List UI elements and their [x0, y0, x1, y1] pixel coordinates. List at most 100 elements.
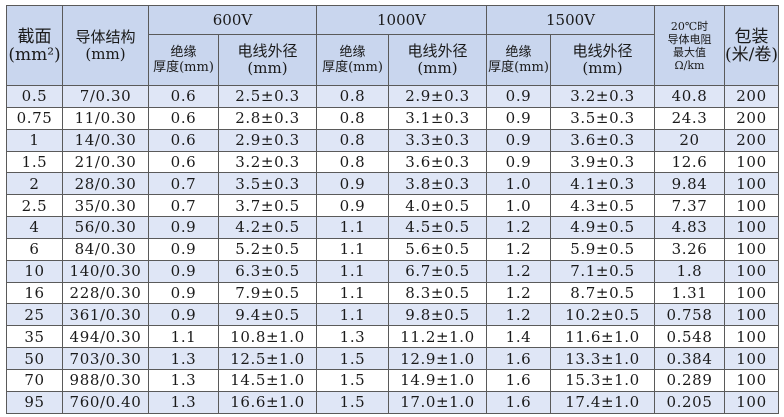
table-row: 95 760/0.40 1.3 16.6±1.0 1.5 17.0±1.0 1.6 17.4±… — [6, 390, 779, 414]
cell-thickness-1000v: 1.1 — [316, 237, 389, 261]
table-body: 0.5 7/0.30 0.6 2.5±0.3 0.8 2.9±0.3 0.9 3.2±0.3 4… — [6, 85, 779, 414]
cell-resistance: 1.8 — [654, 259, 725, 283]
cell-thickness-1000v: 1.1 — [316, 259, 389, 283]
cell-thickness-600v: 1.3 — [148, 347, 219, 370]
header-package: 包装 (米/卷) — [724, 5, 779, 86]
header-diameter-label: 电线外径 (mm) — [407, 42, 468, 77]
cell-conductor: 14/0.30 — [62, 128, 149, 152]
cell-thickness-1500v: 1.0 — [486, 194, 551, 218]
cell-package: 100 — [724, 216, 779, 239]
cell-diameter-600v: 4.2±0.5 — [218, 216, 317, 239]
cell-resistance: 0.205 — [654, 390, 725, 414]
cell-conductor: 760/0.40 — [62, 390, 149, 414]
cell-thickness-1500v: 0.9 — [486, 128, 551, 152]
header-diameter-1000v: 电线外径 (mm) — [388, 34, 487, 86]
cell-diameter-600v: 12.5±1.0 — [218, 347, 317, 370]
spec-table-container: 截面 (mm²) 导体结构 (mm) 600V 1000V 1500V 20℃时… — [6, 5, 779, 414]
cell-section: 70 — [6, 368, 63, 392]
cell-diameter-1000v: 3.6±0.3 — [388, 150, 487, 174]
cell-diameter-600v: 16.6±1.0 — [218, 390, 317, 414]
cell-diameter-1000v: 11.2±1.0 — [388, 325, 487, 349]
cell-diameter-1500v: 3.5±0.3 — [550, 106, 655, 130]
cell-diameter-600v: 3.5±0.3 — [218, 172, 317, 196]
cell-thickness-1000v: 1.1 — [316, 281, 389, 305]
cell-diameter-600v: 2.5±0.3 — [218, 85, 317, 108]
cell-conductor: 140/0.30 — [62, 259, 149, 283]
cell-package: 100 — [724, 194, 779, 218]
cell-section: 2.5 — [6, 194, 63, 218]
cell-section: 50 — [6, 347, 63, 370]
cell-package: 200 — [724, 128, 779, 152]
cell-diameter-1000v: 12.9±1.0 — [388, 347, 487, 370]
cell-thickness-1500v: 0.9 — [486, 106, 551, 130]
header-diameter-label: 电线外径 (mm) — [237, 42, 298, 77]
cell-thickness-600v: 0.6 — [148, 106, 219, 130]
cell-resistance: 4.83 — [654, 216, 725, 239]
cell-thickness-1000v: 0.8 — [316, 150, 389, 174]
header-thickness-label: 绝缘 厚度(mm) — [153, 45, 214, 75]
cell-thickness-1000v: 0.8 — [316, 128, 389, 152]
cell-diameter-1000v: 4.0±0.5 — [388, 194, 487, 218]
cell-conductor: 361/0.30 — [62, 303, 149, 327]
cell-resistance: 24.3 — [654, 106, 725, 130]
cell-thickness-1500v: 1.2 — [486, 237, 551, 261]
cell-diameter-600v: 9.4±0.5 — [218, 303, 317, 327]
header-group-600v: 600V — [148, 5, 317, 35]
table-row: 35 494/0.30 1.1 10.8±1.0 1.3 11.2±1.0 1.4 11.6±… — [6, 325, 779, 349]
cell-resistance: 40.8 — [654, 85, 725, 108]
cell-thickness-1500v: 1.2 — [486, 303, 551, 327]
header-conductor-label: 导体结构 (mm) — [75, 27, 136, 63]
cell-diameter-1500v: 13.3±1.0 — [550, 347, 655, 370]
header-thickness-1000v: 绝缘 厚度(mm) — [316, 34, 389, 86]
cell-conductor: 28/0.30 — [62, 172, 149, 196]
cell-diameter-1500v: 7.1±0.5 — [550, 259, 655, 283]
table-row: 1 14/0.30 0.6 2.9±0.3 0.8 3.3±0.3 0.9 3.6±0.3 20… — [6, 128, 779, 152]
cell-diameter-1000v: 4.5±0.5 — [388, 216, 487, 239]
cell-diameter-1000v: 2.9±0.3 — [388, 85, 487, 108]
cell-section: 4 — [6, 216, 63, 239]
cell-diameter-1500v: 8.7±0.5 — [550, 281, 655, 305]
cell-section: 35 — [6, 325, 63, 349]
cell-package: 200 — [724, 106, 779, 130]
cell-conductor: 703/0.30 — [62, 347, 149, 370]
cell-thickness-600v: 0.6 — [148, 128, 219, 152]
cell-thickness-600v: 0.9 — [148, 281, 219, 305]
cell-thickness-600v: 0.6 — [148, 150, 219, 174]
header-group-1500v: 1500V — [486, 5, 655, 35]
cell-section: 10 — [6, 259, 63, 283]
cell-diameter-600v: 3.2±0.3 — [218, 150, 317, 174]
cell-conductor: 988/0.30 — [62, 368, 149, 392]
cell-section: 0.75 — [6, 106, 63, 130]
cell-diameter-1000v: 8.3±0.5 — [388, 281, 487, 305]
cell-diameter-1500v: 3.9±0.3 — [550, 150, 655, 174]
header-section: 截面 (mm²) — [6, 5, 63, 86]
cell-diameter-1000v: 9.8±0.5 — [388, 303, 487, 327]
cell-diameter-600v: 5.2±0.5 — [218, 237, 317, 261]
cell-thickness-1000v: 1.5 — [316, 368, 389, 392]
cell-diameter-1500v: 10.2±0.5 — [550, 303, 655, 327]
cell-thickness-1500v: 0.9 — [486, 150, 551, 174]
cell-diameter-1500v: 4.3±0.5 — [550, 194, 655, 218]
cell-diameter-1000v: 3.1±0.3 — [388, 106, 487, 130]
table-row: 25 361/0.30 0.9 9.4±0.5 1.1 9.8±0.5 1.2 10.2±0.… — [6, 303, 779, 327]
table-row: 50 703/0.30 1.3 12.5±1.0 1.5 12.9±1.0 1.6 13.3±… — [6, 347, 779, 370]
cell-section: 2 — [6, 172, 63, 196]
cell-thickness-1500v: 1.4 — [486, 325, 551, 349]
cell-thickness-600v: 0.9 — [148, 237, 219, 261]
cell-thickness-1500v: 1.6 — [486, 368, 551, 392]
cell-package: 100 — [724, 368, 779, 392]
cell-diameter-1000v: 5.6±0.5 — [388, 237, 487, 261]
cell-diameter-1500v: 5.9±0.5 — [550, 237, 655, 261]
cell-diameter-600v: 10.8±1.0 — [218, 325, 317, 349]
cell-resistance: 0.548 — [654, 325, 725, 349]
header-thickness-600v: 绝缘 厚度(mm) — [148, 34, 219, 86]
cell-thickness-1000v: 0.8 — [316, 85, 389, 108]
cell-thickness-600v: 0.9 — [148, 216, 219, 239]
cell-conductor: 228/0.30 — [62, 281, 149, 305]
cell-diameter-1500v: 11.6±1.0 — [550, 325, 655, 349]
cell-resistance: 0.384 — [654, 347, 725, 370]
header-diameter-label: 电线外径 (mm) — [572, 42, 633, 77]
cell-diameter-600v: 3.7±0.5 — [218, 194, 317, 218]
cell-thickness-1500v: 1.2 — [486, 281, 551, 305]
cell-diameter-1500v: 4.1±0.3 — [550, 172, 655, 196]
